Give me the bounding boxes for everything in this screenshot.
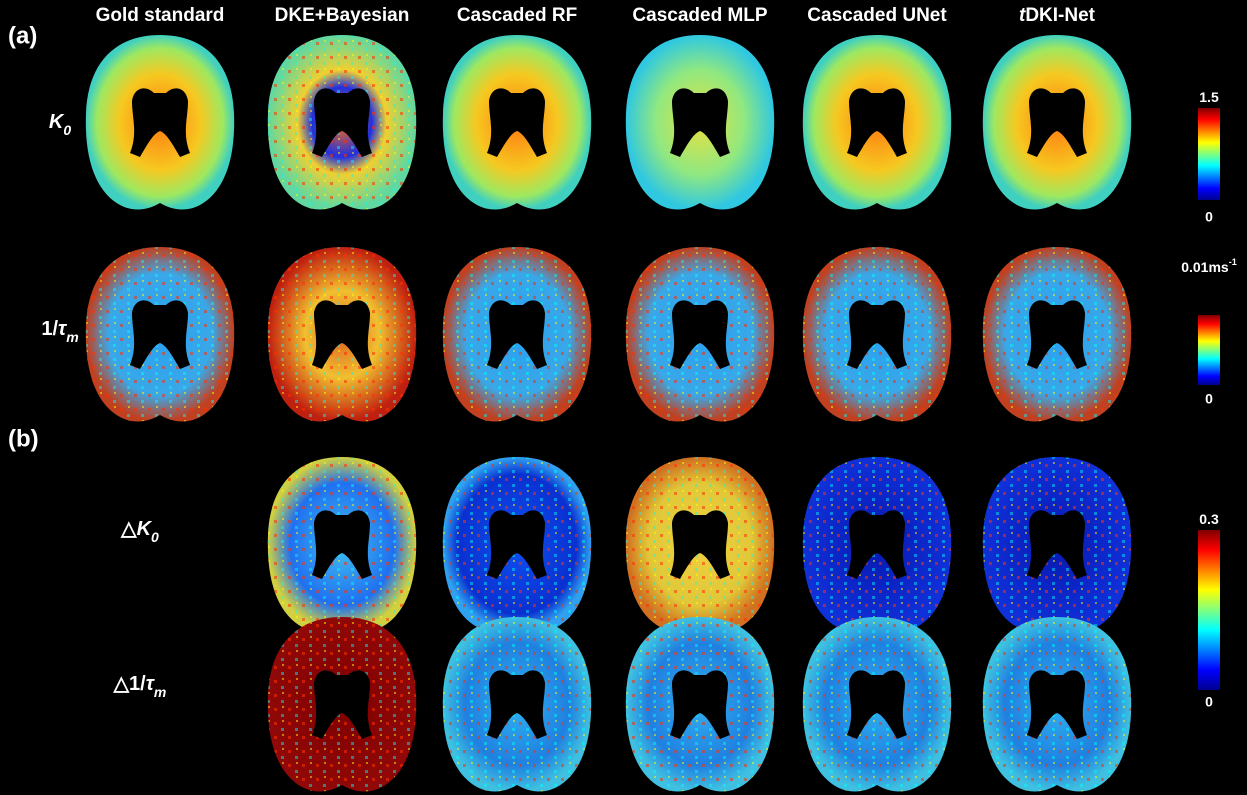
text-part: △ <box>120 518 137 540</box>
text-part: DKE+Bayesian <box>275 5 410 26</box>
panel-label: (a) <box>8 22 37 49</box>
text-part: K <box>49 111 65 133</box>
brain-map <box>267 617 417 792</box>
brain-map <box>442 617 592 792</box>
colorbar <box>1198 108 1220 200</box>
ventricle <box>312 670 372 739</box>
ventricle <box>1027 300 1087 369</box>
text-part: Cascaded RF <box>457 5 577 26</box>
brain-map <box>802 247 952 422</box>
ventricle <box>847 670 907 739</box>
brain-map <box>802 457 952 632</box>
brain-map <box>982 35 1132 210</box>
text-part: 1/ <box>41 318 58 340</box>
brain-map <box>267 247 417 422</box>
text-part: τ <box>146 673 156 695</box>
text-part: τ <box>58 318 68 340</box>
column-title: DKE+Bayesian <box>275 5 410 26</box>
text-part: 0.01ms <box>1181 259 1229 275</box>
ventricle <box>670 88 730 158</box>
brain-map <box>802 35 952 210</box>
ventricle <box>1027 670 1087 739</box>
panel-label: (b) <box>8 425 39 452</box>
colorbar-max: 0.01ms-1 <box>1181 257 1237 274</box>
text-part: -1 <box>1229 257 1237 267</box>
colorbar-max: 1.5 <box>1199 89 1219 105</box>
brain-map <box>267 457 417 632</box>
brain-map <box>982 247 1132 422</box>
column-title: tDKI-Net <box>1019 5 1096 26</box>
row-label: △1/τm <box>113 673 167 699</box>
ventricle <box>312 300 372 369</box>
column-title: Cascaded RF <box>457 5 577 26</box>
ventricle <box>1027 510 1087 579</box>
colorbar-max: 0.3 <box>1199 511 1219 527</box>
brain-map <box>442 247 592 422</box>
row-label: K0 <box>49 111 71 137</box>
ventricle <box>487 88 547 158</box>
brain-map <box>442 457 592 632</box>
ventricle <box>847 300 907 369</box>
brain-map <box>625 35 775 210</box>
ventricle <box>847 88 907 158</box>
column-title: Gold standard <box>96 5 225 26</box>
row-label: △K0 <box>120 518 159 544</box>
text-part: m <box>66 329 78 345</box>
brain-map <box>982 457 1132 632</box>
ventricle <box>130 88 190 158</box>
colorbar <box>1198 530 1220 690</box>
ventricle <box>312 88 372 158</box>
column-title: Cascaded UNet <box>807 5 947 26</box>
text-part: 1.5 <box>1199 89 1219 105</box>
ventricle <box>1027 88 1087 158</box>
ventricle <box>847 510 907 579</box>
ventricle <box>670 300 730 369</box>
ventricle <box>487 300 547 369</box>
text-part: △1/ <box>113 673 147 695</box>
ventricle <box>312 510 372 579</box>
text-part: 0.3 <box>1199 511 1219 527</box>
text-part: m <box>154 684 166 700</box>
ventricle <box>487 670 547 739</box>
colorbar-min: 0 <box>1205 209 1213 225</box>
brain-map <box>85 247 235 422</box>
row-label: 1/τm <box>41 318 78 344</box>
ventricle <box>130 300 190 369</box>
text-part: Cascaded UNet <box>807 5 947 26</box>
text-part: 0 <box>151 529 159 545</box>
ventricle <box>487 510 547 579</box>
text-part: Cascaded MLP <box>632 5 767 26</box>
colorbar <box>1198 315 1220 385</box>
ventricle <box>670 670 730 739</box>
brain-map <box>625 457 775 632</box>
brain-map <box>85 35 235 210</box>
ventricle <box>670 510 730 579</box>
brain-map <box>442 35 592 210</box>
column-title: Cascaded MLP <box>632 5 767 26</box>
brain-map <box>802 617 952 792</box>
colorbar-min: 0 <box>1205 694 1213 710</box>
brain-map <box>982 617 1132 792</box>
text-part: Gold standard <box>96 5 225 26</box>
text-part: DKI-Net <box>1025 5 1095 26</box>
brain-map <box>625 247 775 422</box>
text-part: t <box>1019 5 1026 26</box>
brain-map <box>267 35 417 210</box>
text-part: 0 <box>63 122 71 138</box>
brain-map <box>625 617 775 792</box>
text-part: K <box>137 518 153 540</box>
colorbar-min: 0 <box>1205 391 1213 407</box>
